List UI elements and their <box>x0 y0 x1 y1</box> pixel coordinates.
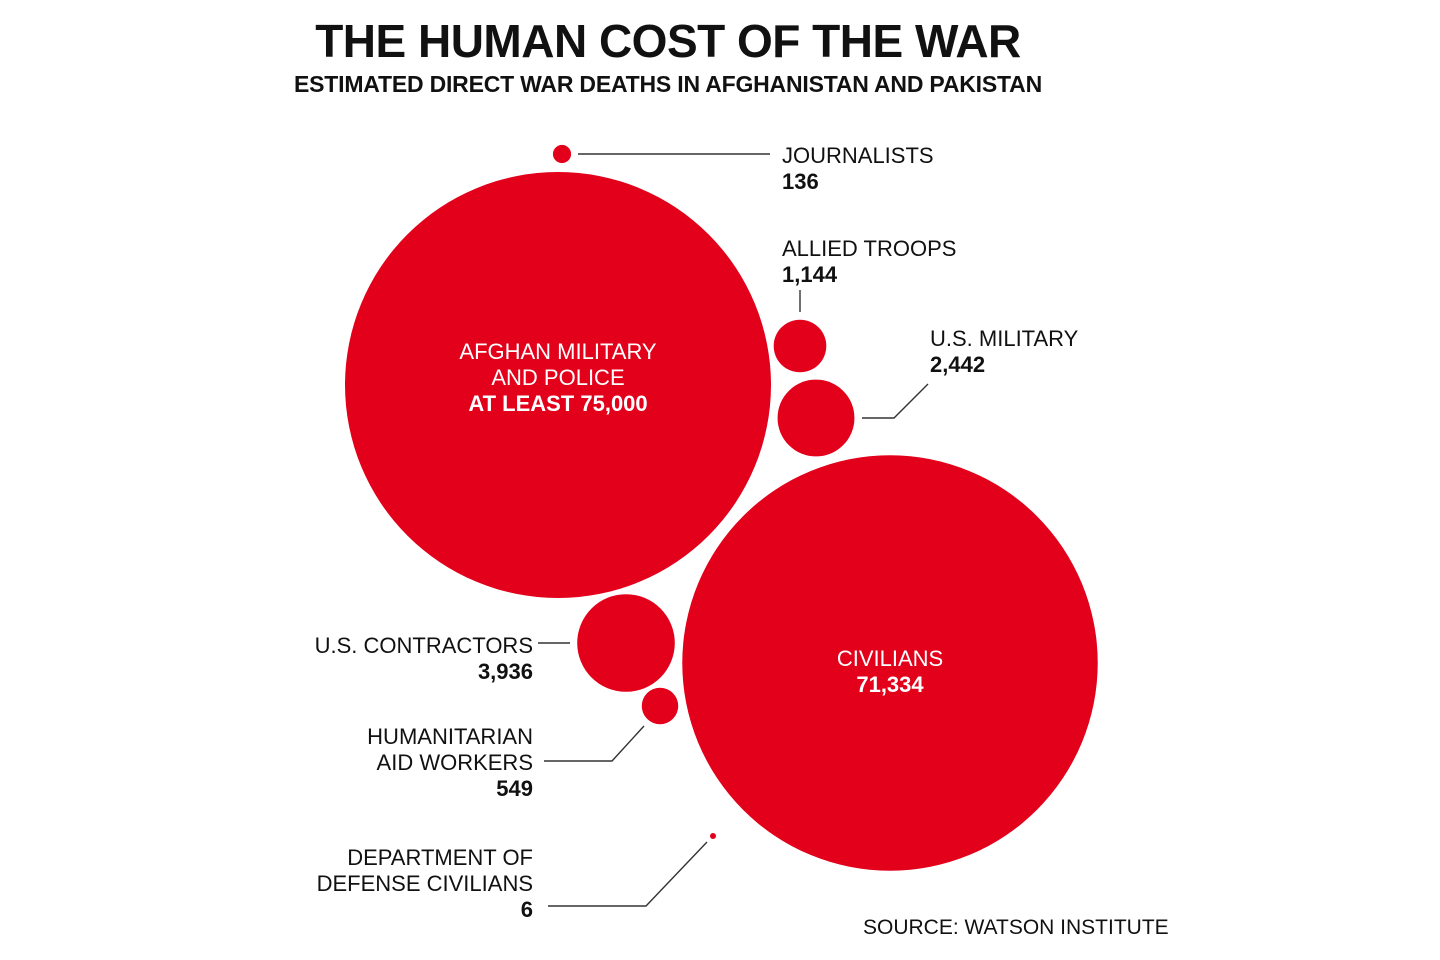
aid-workers-leader-line <box>544 725 645 762</box>
allied-troops-value-label: 1,144 <box>782 262 838 287</box>
journalists-value-label: 136 <box>782 169 819 194</box>
afghan-military-label: AFGHAN MILITARY <box>459 339 657 364</box>
us-contractors-bubble <box>577 594 675 692</box>
aid-workers-bubble <box>641 687 679 725</box>
civilians-bubble <box>682 455 1098 871</box>
aid-workers-label: HUMANITARIAN <box>367 724 533 749</box>
allied-troops-bubble <box>773 319 827 373</box>
us-contractors-label: U.S. CONTRACTORS <box>315 633 533 658</box>
dod-civilians-value-label: 6 <box>521 897 533 922</box>
chart-title: THE HUMAN COST OF THE WAR <box>315 15 1021 67</box>
civilians-label: CIVILIANS <box>837 646 943 671</box>
chart-subtitle: ESTIMATED DIRECT WAR DEATHS IN AFGHANIST… <box>294 71 1042 97</box>
us-military-bubble <box>777 379 855 457</box>
dod-civilians-label: DEPARTMENT OF <box>347 845 533 870</box>
dod-civilians-bubble <box>710 833 716 839</box>
source-note: SOURCE: WATSON INSTITUTE <box>863 916 1169 939</box>
civilians-value-label: 71,334 <box>856 672 924 697</box>
afghan-military-value-label: AT LEAST 75,000 <box>468 391 647 416</box>
us-military-leader-line <box>862 383 929 419</box>
allied-troops-label: ALLIED TROOPS <box>782 236 956 261</box>
afghan-military-bubble <box>345 172 771 598</box>
aid-workers-label: AID WORKERS <box>377 750 533 775</box>
dod-civilians-leader-line <box>548 841 708 907</box>
us-military-label: U.S. MILITARY <box>930 326 1079 351</box>
us-military-value-label: 2,442 <box>930 352 985 377</box>
afghan-military-label: AND POLICE <box>491 365 624 390</box>
journalists-bubble <box>552 144 572 164</box>
journalists-label: JOURNALISTS <box>782 143 934 168</box>
dod-civilians-label: DEFENSE CIVILIANS <box>317 871 533 896</box>
aid-workers-value-label: 549 <box>496 776 533 801</box>
us-contractors-value-label: 3,936 <box>478 659 533 684</box>
